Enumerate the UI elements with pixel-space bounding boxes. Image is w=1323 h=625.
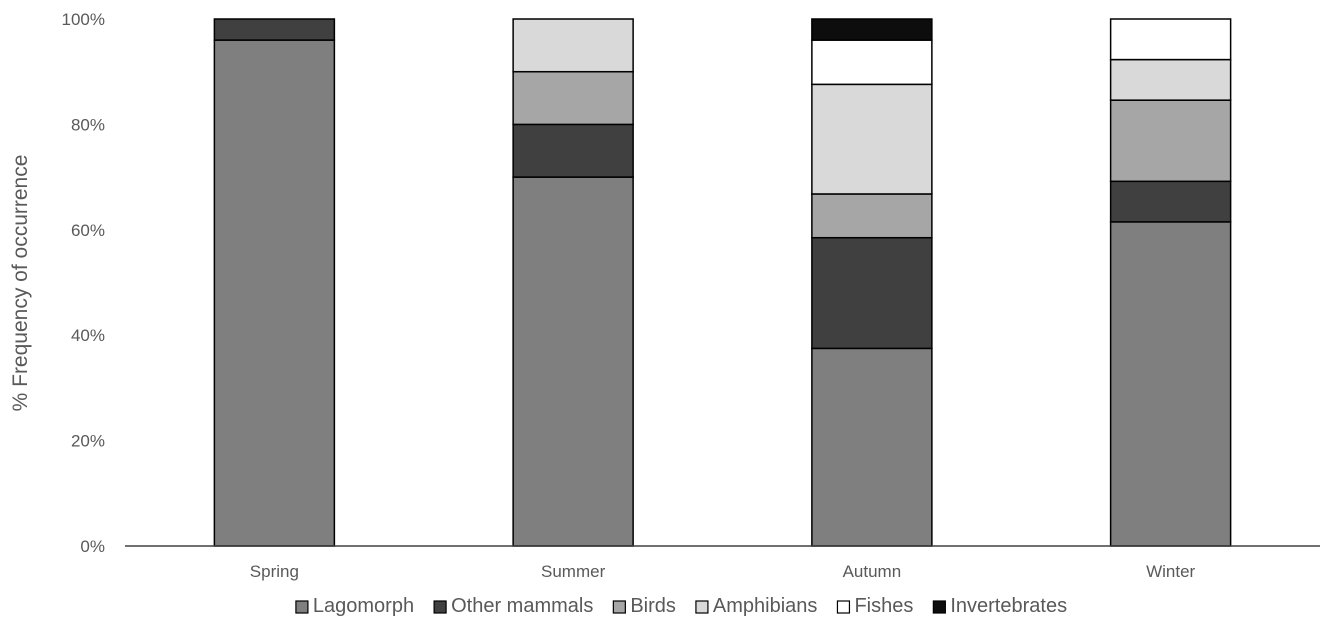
bar-segment: [512, 18, 634, 73]
y-tick-label: 100%: [62, 10, 105, 29]
bar-segment: [512, 176, 634, 547]
bars-group: [213, 18, 1232, 547]
bar-segment: [1109, 58, 1232, 101]
legend-swatch: [836, 600, 851, 614]
legend-swatch: [932, 600, 946, 614]
bar-segment: [512, 70, 634, 126]
legend-item: Amphibians: [695, 595, 818, 617]
legend-item: Birds: [612, 595, 676, 617]
bar-segment: [811, 236, 933, 350]
bar-segment: [811, 83, 933, 195]
bar-segment: [811, 39, 933, 86]
legend-label: Lagomorph: [313, 595, 414, 617]
bar-segment: [811, 347, 933, 547]
legend-swatch: [295, 600, 309, 614]
x-category-label: Winter: [1146, 562, 1195, 581]
legend: Lagomorph Other mammals Birds Amphibians Fis…: [295, 595, 1067, 617]
legend-label: Amphibians: [713, 595, 818, 617]
legend-item: Invertebrates: [932, 595, 1067, 617]
y-tick-label: 0%: [80, 537, 105, 556]
bar-segment: [1109, 180, 1232, 223]
bar-segment: [811, 193, 933, 239]
y-tick-label: 40%: [71, 326, 105, 345]
legend-swatch: [433, 600, 447, 614]
bar-segment: [1109, 99, 1232, 183]
legend-label: Invertebrates: [950, 595, 1067, 617]
x-category-label: Spring: [250, 562, 299, 581]
y-axis-ticks: 0% 20% 40% 60% 80% 100%: [62, 10, 105, 556]
bar-segment: [512, 123, 634, 178]
bar-segment: [213, 39, 336, 547]
legend-label: Birds: [630, 595, 676, 617]
bar-segment: [213, 18, 336, 41]
x-category-label: Autumn: [843, 562, 902, 581]
y-tick-label: 80%: [71, 115, 105, 134]
y-axis-title: % Frequency of occurrence: [9, 155, 32, 412]
legend-swatch: [612, 600, 626, 614]
legend-item: Lagomorph: [295, 595, 414, 617]
y-tick-label: 20%: [71, 432, 105, 451]
legend-item: Other mammals: [433, 595, 593, 617]
legend-label: Other mammals: [451, 595, 593, 617]
bar-segment: [1109, 221, 1232, 547]
bar-segment: [1109, 18, 1232, 61]
bar-segment: [811, 18, 933, 41]
legend-item: Fishes: [836, 595, 913, 617]
legend-swatch: [695, 600, 709, 614]
x-category-label: Summer: [541, 562, 606, 581]
y-tick-label: 60%: [71, 221, 105, 240]
x-axis-labels: Spring Summer Autumn Winter: [250, 562, 1196, 581]
legend-label: Fishes: [854, 595, 913, 617]
